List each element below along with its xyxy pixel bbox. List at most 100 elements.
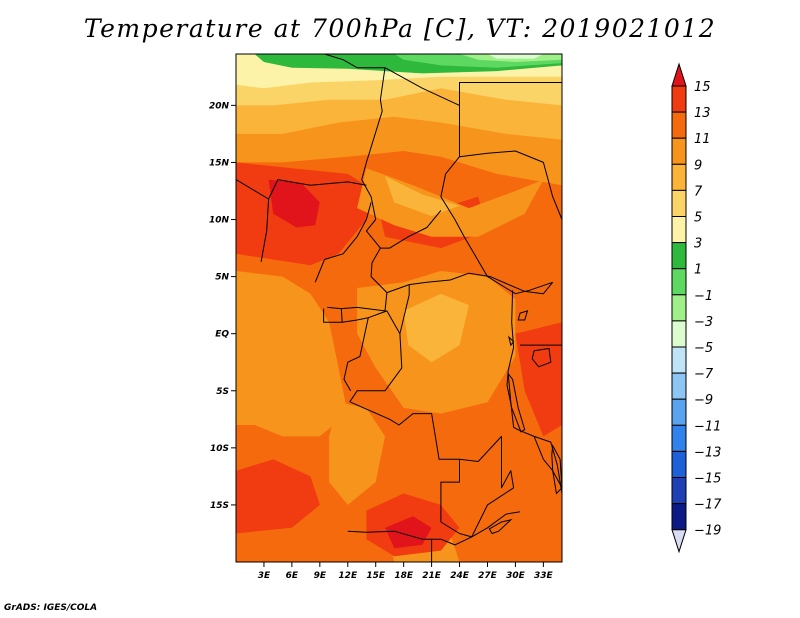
- temperature-map: [236, 54, 562, 562]
- colorbar-swatch: [671, 189, 687, 217]
- colorbar-label: 7: [694, 184, 703, 199]
- colorbar-label: −15: [694, 472, 721, 487]
- border-12: [399, 284, 410, 334]
- lake-3: [488, 518, 513, 535]
- colorbar-swatch: [671, 111, 687, 139]
- border-18: [533, 436, 562, 489]
- hot-west-south: [236, 459, 320, 534]
- border-16: [431, 511, 521, 546]
- colorbar-label: 13: [694, 106, 711, 121]
- border-6: [314, 202, 372, 283]
- y-tick-label: 20N: [209, 101, 230, 111]
- chart-title: Temperature at 700hPa [C], VT: 201902101…: [83, 14, 717, 43]
- border-4: [236, 179, 367, 200]
- colorbar-swatch: [671, 137, 687, 165]
- x-tick-label: 15E: [366, 571, 386, 581]
- x-tick-label: 12E: [338, 571, 358, 581]
- colorbar-swatch: [671, 163, 687, 191]
- x-tick-label: 18E: [394, 571, 414, 581]
- border-9: [323, 308, 343, 323]
- colorbar-swatch: [671, 320, 687, 348]
- colorbar-top-arrow: [671, 62, 687, 87]
- colorbar-swatch: [671, 424, 687, 452]
- plume-sahel-light: [385, 176, 460, 217]
- border-8: [386, 272, 525, 294]
- colorbar-swatch: [671, 450, 687, 478]
- lake-0: [531, 347, 552, 368]
- colorbar-label: 5: [694, 211, 702, 226]
- colorbar: 15 13 11 9 7 5 3 1 −1 −3 −5 −7 −9 −11 −13 −15 −17 −19: [671, 62, 722, 554]
- x-tick-label: 33E: [534, 571, 554, 581]
- hot-cameroon: [268, 179, 320, 228]
- y-tick-label: EQ: [215, 330, 229, 340]
- border-19: [524, 281, 554, 295]
- colorbar-label: 15: [694, 80, 711, 95]
- y-tick-label: 5N: [215, 273, 229, 283]
- colorbar-label: −17: [694, 498, 722, 513]
- y-tick-label: 15N: [209, 158, 230, 168]
- y-tick-label: 15S: [210, 501, 229, 511]
- y-tick-label: 5S: [216, 387, 229, 397]
- border-3: [459, 150, 562, 220]
- x-tick-label: 21E: [422, 571, 442, 581]
- lake-5: [508, 335, 515, 347]
- hot-southwest: [236, 516, 339, 562]
- colorbar-swatch: [671, 477, 687, 505]
- colorbar-label: −19: [694, 524, 721, 539]
- colorbar-swatch: [671, 85, 687, 113]
- colorbar-label: 9: [694, 158, 702, 173]
- y-tick-label: 10N: [209, 216, 230, 226]
- colorbar-bottom-arrow: [671, 529, 687, 554]
- colorbar-swatch: [671, 398, 687, 426]
- x-tick-label: 3E: [258, 571, 271, 581]
- colorbar-swatch: [671, 346, 687, 374]
- colorbar-label: 3: [694, 237, 702, 252]
- colorbar-label: −13: [694, 445, 721, 460]
- border-13: [507, 290, 562, 494]
- y-tick-label: 10S: [210, 444, 229, 454]
- lake-2: [551, 443, 562, 495]
- grads-credit: GrADS: IGES/COLA: [4, 603, 98, 613]
- colorbar-swatch: [671, 216, 687, 244]
- x-tick-label: 24E: [450, 571, 470, 581]
- lake-4: [517, 310, 529, 321]
- border-7: [327, 247, 388, 312]
- map-frame: [235, 53, 563, 563]
- colorbar-swatch: [671, 242, 687, 270]
- congo-basin-inner: [403, 293, 469, 363]
- border-5: [260, 198, 270, 262]
- x-tick-label: 30E: [506, 571, 526, 581]
- border-15: [459, 435, 515, 538]
- border-11: [349, 310, 403, 403]
- colorbar-label: −11: [694, 419, 721, 434]
- congo-west: [236, 270, 348, 437]
- border-1: [361, 67, 442, 249]
- colorbar-label: −1: [694, 289, 713, 304]
- x-tick-label: 6E: [286, 571, 299, 581]
- colorbar-label: 1: [694, 263, 702, 278]
- colorbar-swatch: [671, 294, 687, 322]
- colorbar-label: −7: [694, 367, 714, 382]
- colorbar-label: −5: [694, 341, 713, 356]
- colorbar-label: −9: [694, 393, 713, 408]
- angola-coast: [329, 402, 385, 505]
- lake-1: [506, 372, 526, 433]
- border-20: [520, 344, 562, 380]
- east-africa-hot: [515, 322, 562, 437]
- colorbar-label: −3: [694, 315, 713, 330]
- country-borders: [236, 54, 562, 562]
- border-17: [347, 530, 433, 562]
- x-tick-label: 27E: [478, 571, 498, 581]
- border-0: [324, 54, 553, 295]
- colorbar-label: 11: [694, 132, 711, 147]
- colorbar-swatch: [671, 503, 687, 531]
- border-14: [350, 401, 472, 538]
- band-green-pale: [487, 54, 544, 59]
- y-axis: 20N 15N 10N 5N EQ 5S 10S 15S: [209, 101, 236, 511]
- hot-south-core: [385, 516, 432, 549]
- x-axis: 3E 6E 9E 12E 15E 18E 21E 24E 27E 30E 33E: [258, 562, 554, 581]
- x-tick-label: 9E: [314, 571, 327, 581]
- border-10: [342, 317, 369, 392]
- border-2: [459, 82, 562, 106]
